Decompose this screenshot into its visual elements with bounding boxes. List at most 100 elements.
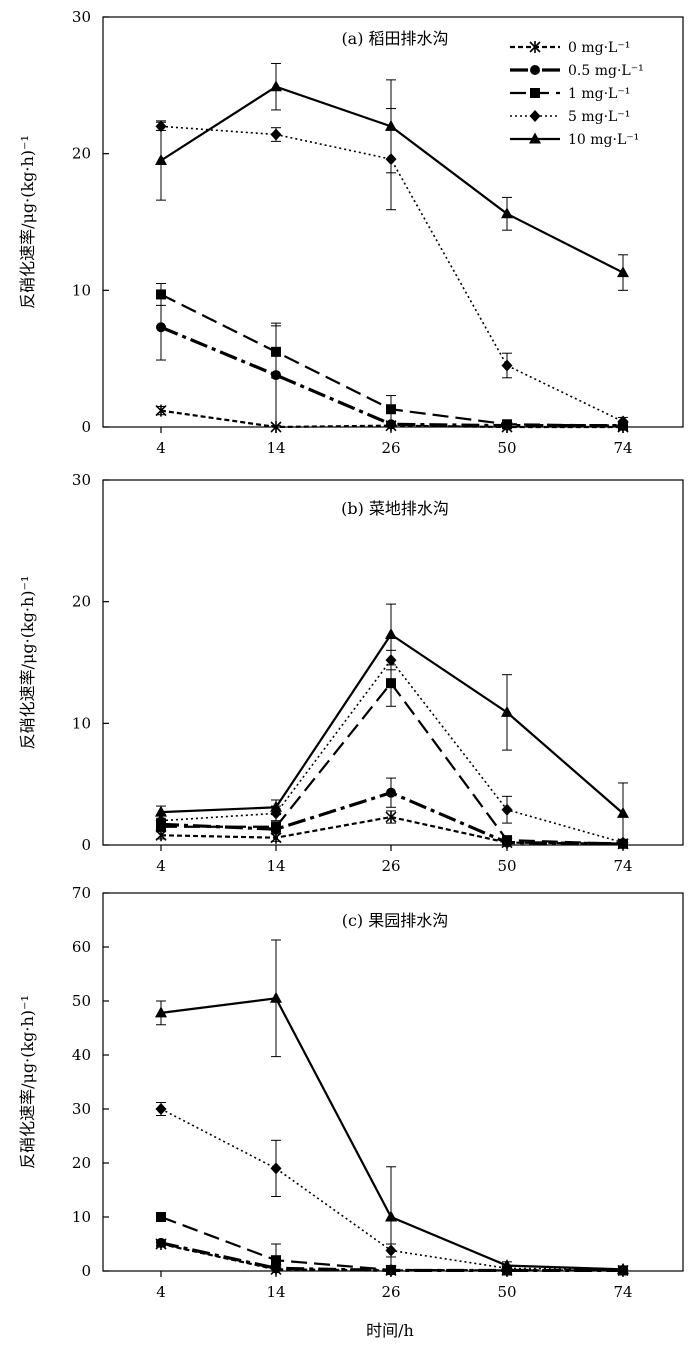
legend: 0 mg·L⁻¹ 0.5 mg·L⁻¹ 1 mg·L⁻¹ 5 mg·L⁻¹ 10 mg·…: [510, 40, 644, 148]
data-point: [502, 419, 512, 430]
data-point: [386, 419, 396, 430]
series-line: [160, 997, 624, 1271]
x-axis-label: 时间/h: [366, 1321, 414, 1340]
data-point: [385, 119, 397, 131]
panel-c: 0 10 20 30 40 50 60 70 4 14 26 50 74 (c) 果园排水沟反硝化速率/μ…: [18, 884, 684, 1301]
series-1: [156, 777, 628, 849]
series-4: [155, 603, 629, 845]
panel-title: (c) 果园排水沟: [342, 911, 449, 930]
y-tick-label: 30: [72, 471, 91, 489]
x-tick-label: 14: [266, 439, 285, 457]
y-axis-label: 反硝化速率/μg·(kg·h)⁻¹: [18, 135, 37, 309]
y-tick-label: 0: [81, 1262, 91, 1280]
panel-b: 0 10 20 30 4 14 26 50 74 (b) 菜地排水沟反硝化速率/μg·(kg·h)…: [18, 471, 684, 875]
y-tick-label: 40: [72, 1046, 91, 1064]
legend-label: 0 mg·L⁻¹: [568, 40, 630, 56]
y-tick-label: 20: [72, 1154, 91, 1172]
y-tick-label: 10: [72, 1208, 91, 1226]
y-tick-label: 10: [72, 714, 91, 732]
panel-title: (b) 菜地排水沟: [341, 499, 449, 518]
legend-marker: [529, 41, 541, 53]
data-point: [270, 991, 282, 1003]
x-tick-label: 50: [497, 857, 516, 875]
data-point: [155, 814, 167, 827]
data-point: [385, 1210, 397, 1222]
data-point: [156, 1237, 166, 1248]
data-point: [270, 128, 282, 141]
y-axis-label: 反硝化速率/μg·(kg·h)⁻¹: [18, 995, 37, 1169]
data-point: [501, 705, 513, 717]
series-2: [156, 659, 628, 849]
x-tick-label: 26: [381, 439, 400, 457]
y-tick-label: 30: [72, 8, 91, 26]
data-point: [270, 80, 282, 92]
data-point: [501, 207, 513, 219]
y-tick-label: 30: [72, 1100, 91, 1118]
y-tick-label: 50: [72, 992, 91, 1010]
data-point: [156, 322, 166, 333]
x-tick-label: 74: [613, 857, 632, 875]
data-point: [271, 1255, 281, 1266]
series-line: [160, 125, 624, 423]
data-point: [617, 1262, 629, 1274]
plot-frame: [102, 479, 684, 846]
y-tick-label: 0: [81, 418, 91, 436]
x-tick-label: 14: [266, 1283, 285, 1301]
legend-label: 1 mg·L⁻¹: [568, 86, 630, 102]
x-tick-label: 4: [156, 857, 166, 875]
data-point: [617, 266, 629, 278]
data-point: [155, 1103, 167, 1115]
legend-label: 0.5 mg·L⁻¹: [568, 63, 644, 79]
y-tick-label: 20: [72, 593, 91, 611]
data-point: [271, 346, 281, 357]
x-tick-label: 4: [156, 439, 166, 457]
data-point: [155, 1006, 167, 1018]
series-line: [161, 681, 624, 845]
legend-marker: [530, 65, 540, 75]
data-point: [386, 678, 396, 689]
x-tick-label: 74: [613, 439, 632, 457]
x-tick-label: 50: [497, 1283, 516, 1301]
data-point: [155, 404, 167, 417]
x-tick-label: 74: [613, 1283, 632, 1301]
data-point: [270, 1162, 282, 1175]
legend-marker: [530, 88, 540, 98]
panel-title: (a) 稻田排水沟: [341, 29, 448, 48]
data-point: [386, 787, 396, 798]
y-tick-label: 60: [72, 938, 91, 956]
series-4: [155, 939, 629, 1274]
series-3: [155, 108, 629, 428]
data-point: [501, 359, 513, 372]
series-4: [155, 62, 629, 291]
data-point: [155, 805, 167, 817]
data-point: [385, 811, 397, 824]
y-tick-label: 0: [81, 836, 91, 854]
y-tick-label: 10: [72, 281, 91, 299]
x-tick-label: 26: [381, 857, 400, 875]
y-axis-label: 反硝化速率/μg·(kg·h)⁻¹: [18, 576, 37, 750]
legend-marker: [529, 132, 541, 144]
series-3: [155, 1102, 629, 1276]
x-tick-label: 26: [381, 1283, 400, 1301]
data-point: [155, 154, 167, 165]
data-point: [386, 1264, 396, 1275]
data-point: [385, 628, 397, 640]
data-point: [156, 289, 166, 300]
series-line: [160, 409, 623, 429]
data-point: [501, 1259, 513, 1271]
x-tick-label: 4: [156, 1283, 166, 1301]
x-tick-label: 14: [266, 857, 285, 875]
series-2: [156, 283, 628, 431]
x-tick-label: 50: [497, 439, 516, 457]
y-tick-label: 70: [72, 884, 91, 902]
data-point: [386, 404, 396, 415]
data-point: [617, 806, 629, 818]
legend-label: 5 mg·L⁻¹: [568, 109, 630, 125]
data-point: [156, 1212, 166, 1222]
data-point: [502, 835, 512, 846]
y-tick-label: 20: [72, 145, 91, 163]
data-point: [271, 821, 281, 832]
data-point: [270, 800, 282, 812]
series-line: [160, 815, 624, 845]
legend-marker: [529, 110, 541, 122]
